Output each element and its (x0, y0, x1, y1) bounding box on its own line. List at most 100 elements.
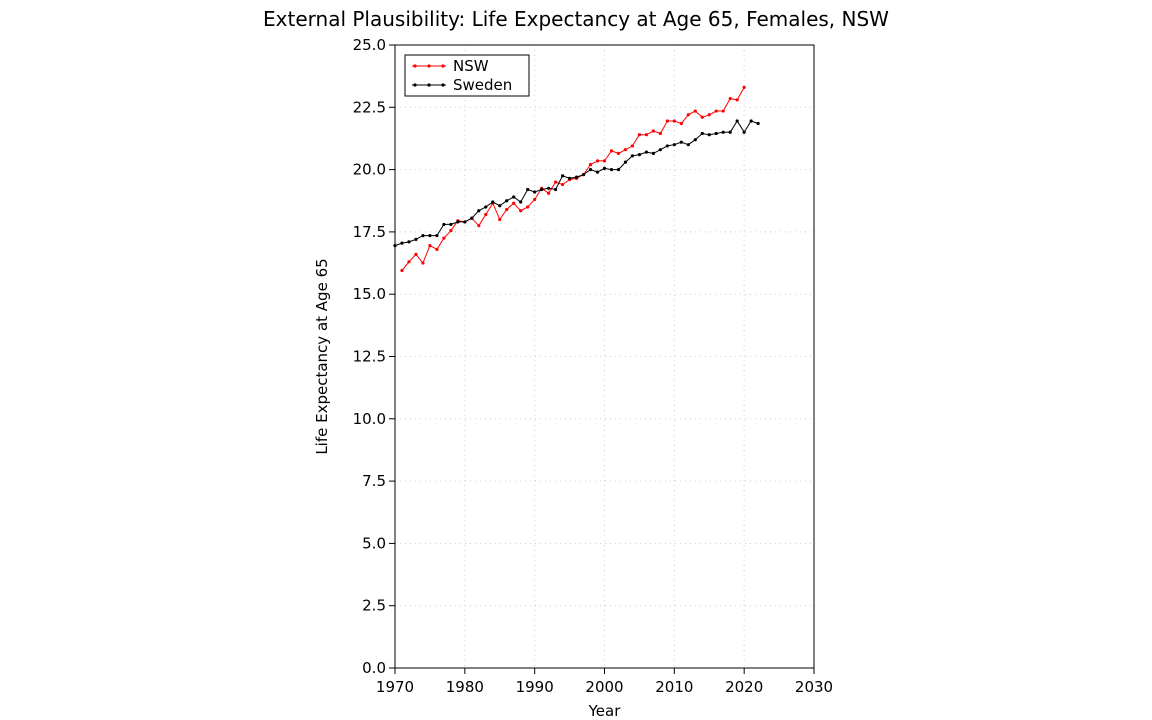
data-point (519, 209, 523, 213)
data-point (442, 222, 446, 227)
y-tick-label: 22.5 (353, 98, 386, 116)
data-point (665, 144, 669, 148)
y-tick-label: 0.0 (362, 659, 386, 677)
data-point (602, 166, 607, 170)
grid (395, 45, 814, 668)
legend-swatch-marker (413, 64, 417, 68)
x-tick-label: 1980 (446, 678, 484, 696)
legend-swatch-marker (413, 83, 417, 87)
legend-swatch-marker (441, 64, 445, 68)
data-point (637, 133, 642, 137)
data-point (533, 197, 537, 202)
data-point (400, 241, 404, 245)
x-tick-label: 2030 (795, 678, 833, 696)
data-point (421, 261, 425, 265)
data-point (693, 109, 697, 113)
data-point (742, 130, 746, 134)
data-point (714, 131, 718, 136)
y-tick-label: 15.0 (353, 285, 386, 303)
data-point (588, 168, 593, 172)
x-tick-label: 1990 (516, 678, 554, 696)
data-point (672, 119, 676, 123)
data-point (526, 187, 530, 192)
y-tick-label: 17.5 (353, 223, 386, 241)
data-point (547, 191, 551, 195)
data-point (721, 109, 725, 113)
x-tick-label: 2020 (725, 678, 763, 696)
data-point (435, 247, 439, 251)
data-point (414, 237, 418, 241)
plot-frame (394, 44, 815, 669)
data-point (686, 143, 690, 147)
data-point (484, 205, 488, 209)
data-point (742, 85, 746, 89)
data-point (428, 244, 432, 248)
data-point (477, 224, 481, 228)
axis-ticks: 0.0 2.5 5.0 7.5 10.0 12.5 15.0 17.5 20.0 22.5 25.0… (353, 36, 834, 696)
data-point (547, 186, 551, 190)
data-point (574, 175, 579, 179)
data-point (679, 140, 683, 144)
data-point (644, 150, 649, 154)
x-tick-label: 1970 (376, 678, 414, 696)
data-point (505, 207, 509, 212)
data-point (749, 119, 753, 123)
data-point (637, 153, 642, 157)
data-point (561, 174, 565, 178)
x-axis-label: Year (588, 702, 622, 720)
data-point (567, 176, 572, 180)
series-nsw (400, 85, 746, 273)
x-tick-label: 2010 (655, 678, 693, 696)
data-point (623, 148, 628, 152)
data-point (616, 151, 621, 156)
data-point (588, 163, 593, 167)
data-point (721, 130, 725, 134)
data-point (735, 119, 739, 123)
data-point (393, 244, 397, 248)
data-point (533, 190, 537, 194)
data-point (714, 109, 718, 113)
data-point (700, 131, 704, 136)
data-point (756, 121, 760, 126)
data-point (435, 234, 439, 238)
data-point (519, 200, 523, 204)
y-tick-label: 10.0 (353, 410, 386, 428)
data-point (686, 113, 690, 117)
data-point (463, 220, 467, 224)
legend-swatch-marker (427, 64, 431, 68)
data-point (609, 149, 614, 153)
data-point (561, 182, 565, 187)
data-point (512, 201, 516, 205)
chart-title: External Plausibility: Life Expectancy a… (263, 7, 889, 31)
data-point (581, 172, 586, 177)
data-point (609, 168, 614, 172)
data-point (407, 240, 411, 244)
data-point (428, 234, 432, 238)
x-tick-label: 2000 (585, 678, 623, 696)
data-point (665, 119, 669, 123)
data-point (644, 133, 649, 137)
data-point (728, 130, 732, 134)
legend-label: Sweden (453, 76, 512, 94)
legend-swatch-marker (441, 83, 445, 87)
y-tick-label: 2.5 (362, 597, 386, 615)
data-point (421, 234, 425, 238)
data-point (700, 115, 704, 119)
y-axis-label: Life Expectancy at Age 65 (313, 258, 331, 454)
data-point (728, 96, 732, 101)
data-point (449, 229, 453, 233)
data-point (498, 204, 502, 208)
data-point (456, 220, 460, 224)
legend-swatch-marker (427, 83, 431, 87)
data-point (616, 168, 621, 172)
data-point (630, 144, 635, 148)
legend-label: NSW (453, 57, 489, 75)
y-tick-label: 20.0 (353, 161, 386, 179)
data-point (491, 200, 495, 204)
series-line (401, 87, 745, 271)
data-point (498, 217, 502, 222)
data-point (449, 222, 453, 227)
data-point (477, 209, 481, 213)
